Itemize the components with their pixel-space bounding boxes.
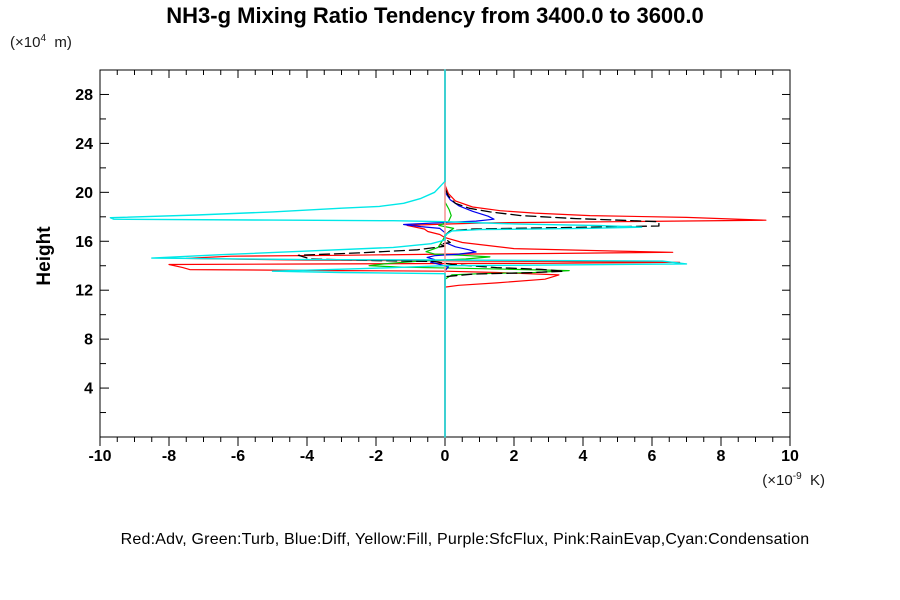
x-unit-suffix: K) [801, 472, 825, 489]
y-unit-prefix: (×10 [10, 34, 41, 51]
y-axis-unit-label: (×104 m) [10, 33, 72, 51]
x-unit-exponent: -9 [792, 471, 802, 482]
legend-text: Red:Adv, Green:Turb, Blue:Diff, Yellow:F… [120, 531, 810, 548]
x-unit-prefix: (×10 [762, 472, 793, 489]
y-unit-suffix: m) [46, 34, 72, 51]
x-axis-tick-label: 4 [579, 448, 588, 465]
x-axis-tick-label: -2 [369, 448, 383, 465]
y-unit-exponent: 4 [40, 33, 47, 44]
x-axis-tick-label: -8 [162, 448, 176, 465]
y-axis-tick-label: 20 [75, 185, 93, 202]
y-axis-tick-label: 8 [84, 332, 93, 349]
chart-title: NH3-g Mixing Ratio Tendency from 3400.0 … [166, 3, 704, 28]
series-total [297, 188, 660, 286]
series-condensation [109, 69, 688, 438]
series-adv [168, 69, 767, 438]
y-axis-tick-label: 28 [75, 87, 93, 104]
y-axis-tick-label: 16 [75, 234, 93, 251]
x-axis-unit-label: (×10-9 K) [660, 471, 825, 489]
x-axis-tick-label: 6 [648, 448, 657, 465]
x-axis-tick-label: 10 [781, 448, 799, 465]
y-axis-tick-label: 4 [84, 381, 93, 398]
y-axis-tick-label: 24 [75, 136, 93, 153]
x-axis-tick-label: -10 [88, 448, 111, 465]
x-axis-tick-label: -6 [231, 448, 245, 465]
x-axis-tick-label: 2 [510, 448, 519, 465]
x-axis-tick-label: -4 [300, 448, 314, 465]
x-axis-tick-label: 0 [441, 448, 450, 465]
y-axis-tick-label: 12 [75, 283, 93, 300]
x-axis-tick-label: 8 [717, 448, 726, 465]
